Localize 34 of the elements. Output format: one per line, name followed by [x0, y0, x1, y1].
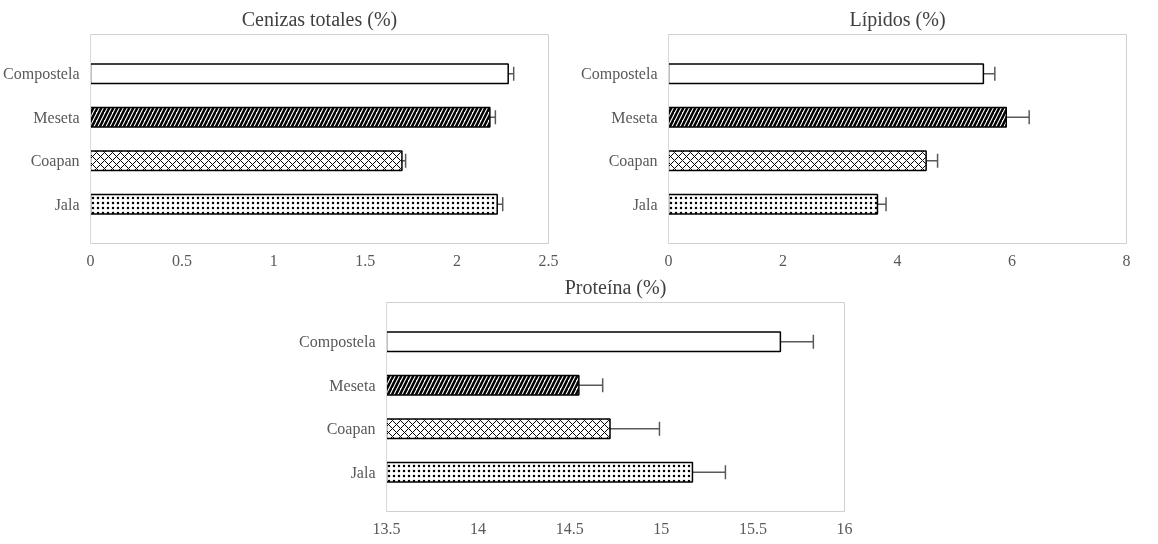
x-tick-label: 16 — [836, 519, 853, 537]
x-tick-label: 14.5 — [555, 519, 584, 537]
x-tick-label: 15.5 — [738, 519, 767, 537]
x-tick-label: 13.5 — [372, 519, 401, 537]
bar — [668, 63, 985, 85]
x-tick-label: 2.5 — [538, 251, 559, 269]
y-tick-label: Jala — [350, 463, 376, 481]
y-tick-label: Jala — [632, 195, 658, 213]
x-tick-label: 0 — [664, 251, 673, 269]
y-tick-label: Meseta — [33, 108, 80, 126]
y-tick-label: Meseta — [611, 108, 658, 126]
x-tick-label: 15 — [653, 519, 670, 537]
x-tick-label: 1.5 — [355, 251, 376, 269]
y-tick-label: Coapan — [30, 152, 80, 171]
y-tick-label: Compostela — [581, 65, 658, 84]
y-tick-label: Jala — [54, 195, 80, 213]
x-tick-label: 6 — [1008, 251, 1016, 269]
y-tick-label: Compostela — [299, 333, 376, 352]
y-tick-label: Coapan — [326, 420, 376, 439]
x-tick-label: 4 — [893, 251, 902, 269]
x-tick-label: 8 — [1122, 251, 1131, 269]
chart-title: Cenizas totales (%) — [241, 7, 398, 31]
bar — [90, 63, 509, 85]
x-tick-label: 2 — [779, 251, 787, 269]
y-tick-label: Meseta — [329, 376, 376, 394]
x-tick-label: 0.5 — [172, 251, 193, 269]
x-tick-label: 2 — [452, 251, 461, 269]
y-tick-label: Coapan — [608, 152, 658, 171]
x-tick-label: 0 — [86, 251, 95, 269]
y-tick-label: Compostela — [3, 65, 80, 84]
chart-title: Proteína (%) — [564, 275, 667, 299]
x-tick-label: 14 — [470, 519, 487, 537]
chart-title: Lípidos (%) — [849, 7, 946, 31]
x-tick-label: 1 — [269, 251, 278, 269]
